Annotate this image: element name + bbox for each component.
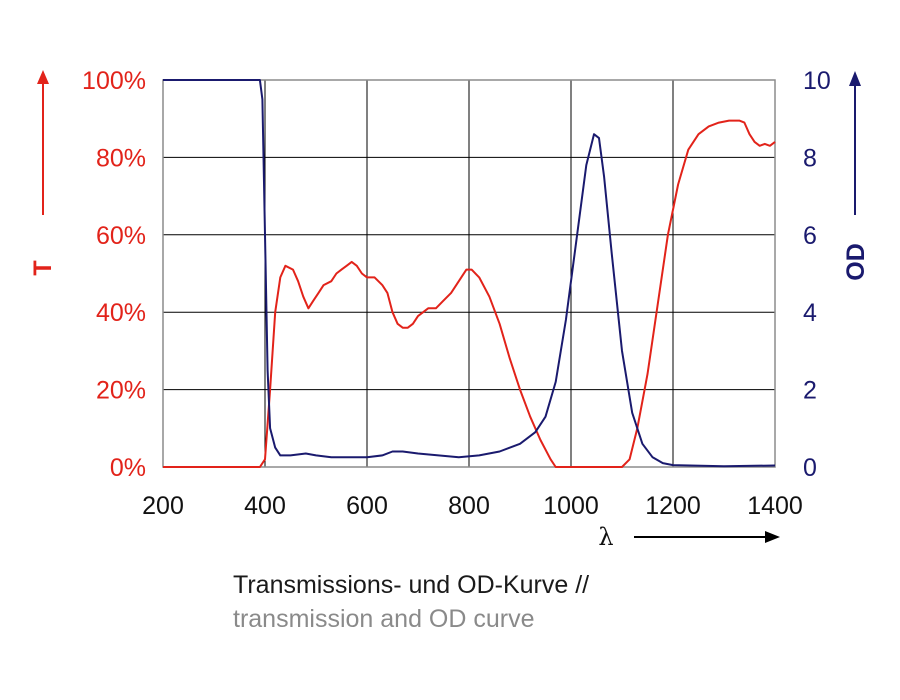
x-tick-label: 600 [346,492,388,520]
y-right-tick-label: 0 [803,454,817,482]
y-right-axis-title: OD [842,243,870,281]
y-left-tick-label: 0% [110,454,146,482]
y-right-tick-label: 4 [803,299,817,327]
chart-series [163,79,776,468]
y-right-tick-label: 2 [803,377,817,405]
chart-grid [162,79,776,468]
y-right-tick-label: 10 [803,67,831,95]
x-axis-title: λ [598,523,613,551]
transmission-line [163,119,776,468]
axis-arrows: T OD λ [29,70,870,551]
x-tick-label: 1400 [747,492,803,520]
y-left-arrow-head [37,70,49,84]
y-left-tick-label: 20% [96,377,146,405]
x-arrow-head [765,531,780,543]
caption-german: Transmissions- und OD-Kurve // [233,571,590,599]
x-tick-label: 400 [244,492,286,520]
od-line [163,79,776,468]
y-left-tick-label: 40% [96,299,146,327]
y-left-tick-label: 80% [96,144,146,172]
y-left-axis-title: T [29,260,57,275]
y-right-tick-label: 8 [803,144,817,172]
chart-caption: Transmissions- und OD-Kurve // transmiss… [233,568,589,636]
y-left-tick-label: 100% [82,67,146,95]
chart-ticks: 0% 20% 40% 60% 80% 100% 0 2 4 6 8 10 200 400 600 800 100… [82,67,831,520]
x-tick-label: 200 [142,492,184,520]
y-right-arrow-head [849,71,861,86]
y-right-tick-label: 6 [803,222,817,250]
x-tick-label: 800 [448,492,490,520]
x-tick-label: 1000 [543,492,599,520]
plot-frame [162,79,776,468]
x-tick-label: 1200 [645,492,701,520]
caption-english: transmission and OD curve [233,605,535,633]
y-left-tick-label: 60% [96,222,146,250]
